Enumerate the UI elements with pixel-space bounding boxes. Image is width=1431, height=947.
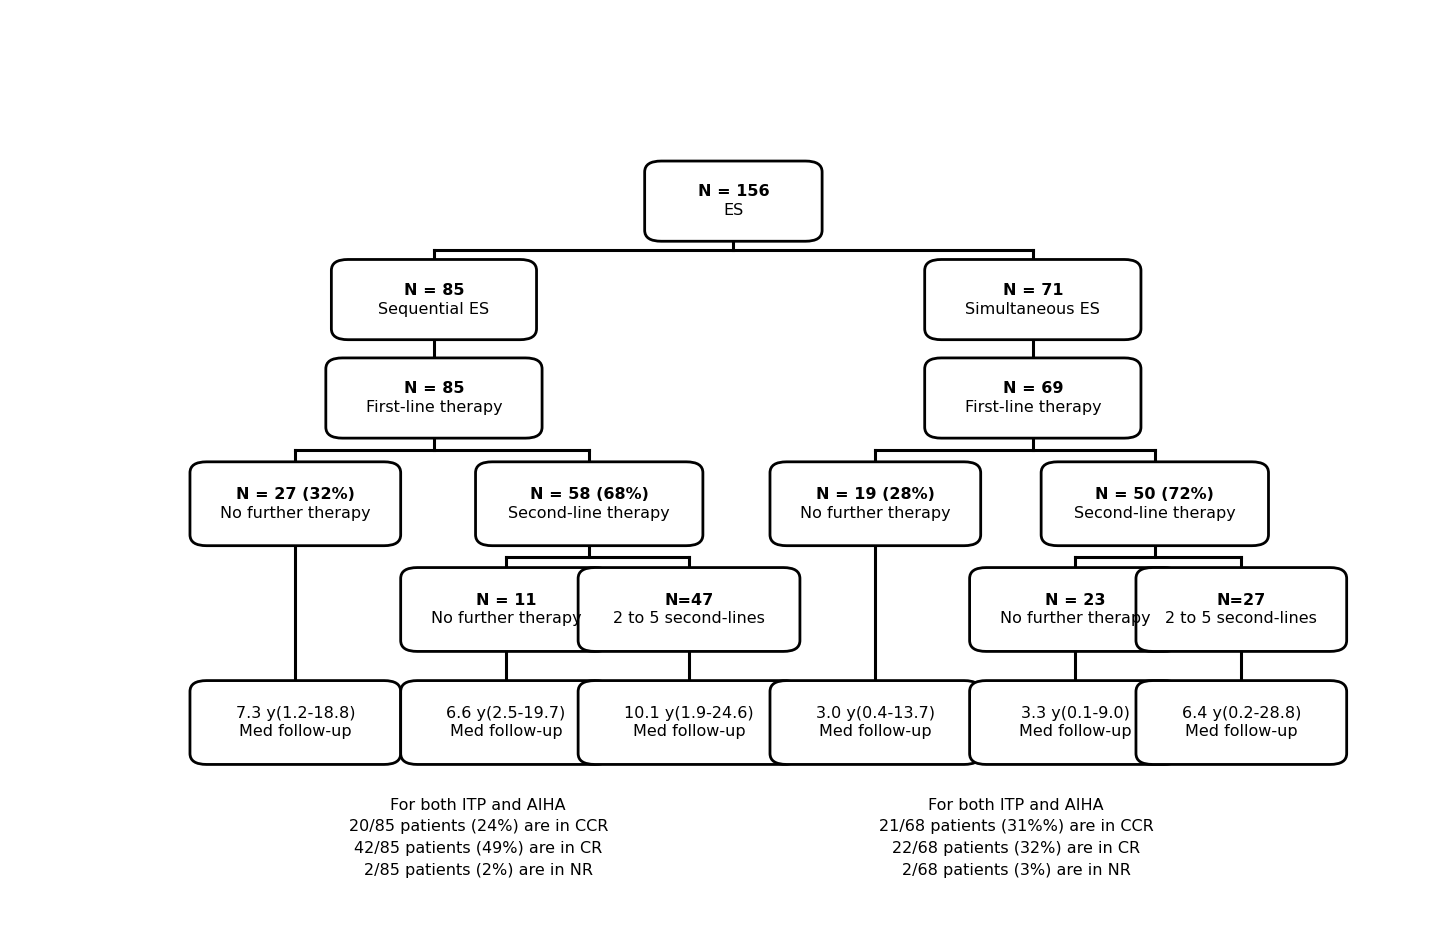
Text: First-line therapy: First-line therapy [964, 400, 1100, 415]
Text: 22/68 patients (32%) are in CR: 22/68 patients (32%) are in CR [892, 841, 1141, 856]
Text: Simultaneous ES: Simultaneous ES [966, 301, 1100, 316]
Text: For both ITP and AIHA: For both ITP and AIHA [391, 797, 567, 813]
Text: 21/68 patients (31%%) are in CCR: 21/68 patients (31%%) are in CCR [879, 819, 1153, 834]
FancyBboxPatch shape [578, 567, 800, 652]
Text: N = 11: N = 11 [475, 593, 537, 608]
Text: 2/68 patients (3%) are in NR: 2/68 patients (3%) are in NR [902, 864, 1130, 878]
FancyBboxPatch shape [770, 462, 980, 545]
Text: Second-line therapy: Second-line therapy [1073, 506, 1236, 521]
FancyBboxPatch shape [332, 259, 537, 340]
FancyBboxPatch shape [924, 358, 1141, 438]
FancyBboxPatch shape [970, 681, 1181, 764]
Text: N=47: N=47 [664, 593, 714, 608]
Text: No further therapy: No further therapy [1000, 612, 1151, 627]
Text: First-line therapy: First-line therapy [366, 400, 502, 415]
Text: N = 19 (28%): N = 19 (28%) [816, 487, 934, 502]
Text: N = 23: N = 23 [1045, 593, 1105, 608]
FancyBboxPatch shape [326, 358, 542, 438]
FancyBboxPatch shape [924, 259, 1141, 340]
Text: Med follow-up: Med follow-up [1185, 724, 1298, 740]
Text: Sequential ES: Sequential ES [378, 301, 489, 316]
Text: No further therapy: No further therapy [800, 506, 950, 521]
Text: 6.6 y(2.5-19.7): 6.6 y(2.5-19.7) [446, 706, 565, 721]
Text: N=27: N=27 [1216, 593, 1266, 608]
Text: N = 27 (32%): N = 27 (32%) [236, 487, 355, 502]
Text: N = 71: N = 71 [1003, 282, 1063, 297]
Text: 6.4 y(0.2-28.8): 6.4 y(0.2-28.8) [1182, 706, 1301, 721]
FancyBboxPatch shape [475, 462, 703, 545]
FancyBboxPatch shape [1136, 681, 1347, 764]
FancyBboxPatch shape [644, 161, 821, 241]
Text: 2 to 5 second-lines: 2 to 5 second-lines [612, 612, 766, 627]
Text: 2 to 5 second-lines: 2 to 5 second-lines [1165, 612, 1318, 627]
FancyBboxPatch shape [190, 681, 401, 764]
Text: N = 85: N = 85 [404, 282, 464, 297]
Text: 10.1 y(1.9-24.6): 10.1 y(1.9-24.6) [624, 706, 754, 721]
FancyBboxPatch shape [1042, 462, 1268, 545]
Text: 2/85 patients (2%) are in NR: 2/85 patients (2%) are in NR [363, 864, 592, 878]
Text: Med follow-up: Med follow-up [1019, 724, 1132, 740]
Text: 3.0 y(0.4-13.7): 3.0 y(0.4-13.7) [816, 706, 934, 721]
FancyBboxPatch shape [578, 681, 800, 764]
FancyBboxPatch shape [970, 567, 1181, 652]
FancyBboxPatch shape [401, 567, 611, 652]
Text: 20/85 patients (24%) are in CCR: 20/85 patients (24%) are in CCR [349, 819, 608, 834]
Text: 7.3 y(1.2-18.8): 7.3 y(1.2-18.8) [236, 706, 355, 721]
Text: ES: ES [723, 203, 744, 218]
Text: N = 58 (68%): N = 58 (68%) [529, 487, 648, 502]
Text: Med follow-up: Med follow-up [819, 724, 932, 740]
Text: N = 85: N = 85 [404, 381, 464, 396]
FancyBboxPatch shape [1136, 567, 1347, 652]
Text: Med follow-up: Med follow-up [449, 724, 562, 740]
Text: N = 69: N = 69 [1003, 381, 1063, 396]
Text: No further therapy: No further therapy [220, 506, 371, 521]
Text: Med follow-up: Med follow-up [239, 724, 352, 740]
FancyBboxPatch shape [401, 681, 611, 764]
Text: N = 50 (72%): N = 50 (72%) [1095, 487, 1215, 502]
FancyBboxPatch shape [190, 462, 401, 545]
Text: 3.3 y(0.1-9.0): 3.3 y(0.1-9.0) [1020, 706, 1129, 721]
Text: Med follow-up: Med follow-up [633, 724, 746, 740]
Text: Second-line therapy: Second-line therapy [508, 506, 670, 521]
Text: No further therapy: No further therapy [431, 612, 581, 627]
Text: N = 156: N = 156 [697, 184, 770, 199]
FancyBboxPatch shape [770, 681, 980, 764]
Text: 42/85 patients (49%) are in CR: 42/85 patients (49%) are in CR [355, 841, 602, 856]
Text: For both ITP and AIHA: For both ITP and AIHA [929, 797, 1103, 813]
